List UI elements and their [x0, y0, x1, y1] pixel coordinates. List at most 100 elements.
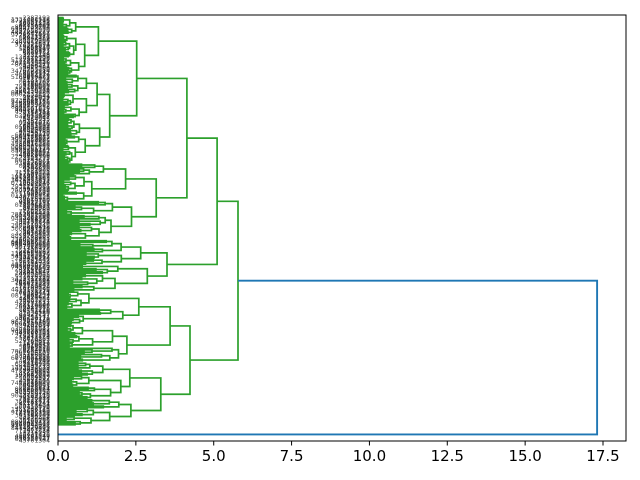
leaf-label: 3487375 [23, 304, 50, 312]
leaf-label: 283694819 [15, 373, 50, 381]
leaf-label: 2345092 [23, 84, 50, 92]
leaf-label: 28904608 [19, 125, 50, 133]
leaf-label: 5196961 [23, 351, 50, 359]
leaf-label: 713199471 [15, 168, 50, 176]
leaf-label: 8320667 [23, 148, 50, 156]
leaf-label: 393288709 [15, 412, 50, 420]
leaf-label: 8786658 [23, 81, 50, 89]
leaf-label: 1126144934 [11, 259, 50, 267]
leaf-label: 3531624 [23, 267, 50, 275]
leaf-label: 4926637 [23, 231, 50, 239]
leaf-label: 75454955 [19, 115, 50, 123]
leaf-label: 697726965 [15, 271, 50, 279]
x-tick-label: 2.5 [124, 447, 148, 465]
leaf-label: 7483505042 [11, 379, 50, 387]
leaf-label: 6339332 [23, 48, 50, 56]
leaf-label: 4366451 [23, 62, 50, 70]
leaf-label: 2857632060 [11, 210, 50, 218]
leaf-label: 2387192 [23, 14, 50, 22]
leaf-label: 0782320 [23, 345, 50, 353]
leaf-label: 45701304 [19, 437, 50, 445]
leaf-label: 498787351 [15, 107, 50, 115]
leaf-label: 80660887 [19, 248, 50, 256]
leaf-label: 561241385 [15, 277, 50, 285]
plot-border [57, 14, 627, 442]
root-link-blue [58, 279, 599, 436]
leaf-label: 99544359 [19, 393, 50, 401]
leaf-label-smear: 2387192133140851887237657953003113819291… [11, 14, 50, 445]
x-axis-ticks: 0.0 2.5 5.0 7.5 10.0 12.5 15.0 17.5 [46, 441, 620, 465]
green-dendrogram-links [58, 16, 239, 426]
leaf-label: 52997167 [19, 45, 50, 53]
x-tick-label: 0.0 [46, 447, 70, 465]
leaf-label: 3465687125 [11, 98, 50, 106]
leaf-label: 06881338 [19, 257, 50, 265]
leaf-label: 2275871 [23, 384, 50, 392]
leaf-label: 215211278 [15, 332, 50, 340]
leaf-label: 808183037 [15, 433, 50, 441]
leaf-label: 4819108496 [11, 285, 50, 293]
leaf-label: 979817553 [15, 139, 50, 147]
leaf-label: 480720755 [15, 327, 50, 335]
leaf-label: 949052916 [15, 352, 50, 360]
leaf-label: 2266268531 [11, 235, 50, 243]
leaf-label: 0308090236 [11, 262, 50, 270]
x-tick-label: 15.0 [508, 447, 541, 465]
leaf-label: 8363880452 [11, 146, 50, 154]
leaf-label: 760339441 [15, 288, 50, 296]
leaf-label: 03197706 [19, 162, 50, 170]
leaf-label: 07182334 [19, 410, 50, 418]
leaf-label: 2072433446 [11, 59, 50, 67]
leaf-label: 0842366 [23, 64, 50, 72]
leaf-label: 8786496 [23, 79, 50, 87]
leaf-label: 017506830 [15, 201, 50, 209]
leaf-label: 771971834 [15, 427, 50, 435]
x-tick-label: 10.0 [353, 447, 386, 465]
leaf-label: 5650877 [23, 47, 50, 55]
leaf-label: 380120320 [15, 220, 50, 228]
leaf-label: 220651472 [15, 150, 50, 158]
leaf-label: 0716680646 [11, 179, 50, 187]
leaf-label: 91945847 [19, 268, 50, 276]
leaf-label: 45421415 [19, 430, 50, 438]
leaf-label: 8631055389 [11, 318, 50, 326]
leaf-label: 2397658370 [11, 26, 50, 34]
leaf-label: 792269692 [15, 82, 50, 90]
leaf-label: 946649170 [15, 315, 50, 323]
leaf-label: 7277527 [23, 299, 50, 307]
x-tick-label: 5.0 [202, 447, 226, 465]
leaf-label: 71662558 [19, 207, 50, 215]
leaf-label: 56568829 [19, 343, 50, 351]
leaf-label: 9108289 [23, 206, 50, 214]
leaf-label: 78476074 [19, 394, 50, 402]
leaf-label: 0813868237 [11, 292, 50, 300]
leaf-label: 06750171 [19, 313, 50, 321]
leaf-label: 55171434 [19, 401, 50, 409]
leaf-label: 260567523 [15, 237, 50, 245]
leaf-label: 7187460099 [11, 242, 50, 250]
leaf-label: 858409142 [15, 387, 50, 395]
leaf-label: 5690154 [23, 50, 50, 58]
leaf-label: 5169810031 [11, 73, 50, 81]
leaf-label: 06545953 [19, 382, 50, 390]
leaf-label: 35165795 [19, 416, 50, 424]
leaf-label: 86742220 [19, 306, 50, 314]
leaf-label: 148285740 [15, 357, 50, 365]
blue-root-link [58, 279, 599, 436]
leaf-label: 4586216286 [11, 140, 50, 148]
leaf-label: 3476393914 [11, 67, 50, 75]
leaf-label: 47718778 [19, 217, 50, 225]
leaf-label: 1728889 [23, 368, 50, 376]
leaf-label: 49869700 [19, 196, 50, 204]
leaf-label: 3137865 [23, 157, 50, 165]
leaf-label: 48844402 [19, 181, 50, 189]
leaf-label: 5433911 [23, 178, 50, 186]
leaf-label: 8564142 [23, 68, 50, 76]
leaf-label: 234430234 [15, 254, 50, 262]
leaf-label: 444786125 [15, 193, 50, 201]
leaf-label: 7942724 [23, 404, 50, 412]
leaf-label: 3644930 [23, 228, 50, 236]
leaf-label: 65944789 [19, 128, 50, 136]
leaf-label: 72081016 [19, 120, 50, 128]
leaf-label: 463566250 [15, 388, 50, 396]
